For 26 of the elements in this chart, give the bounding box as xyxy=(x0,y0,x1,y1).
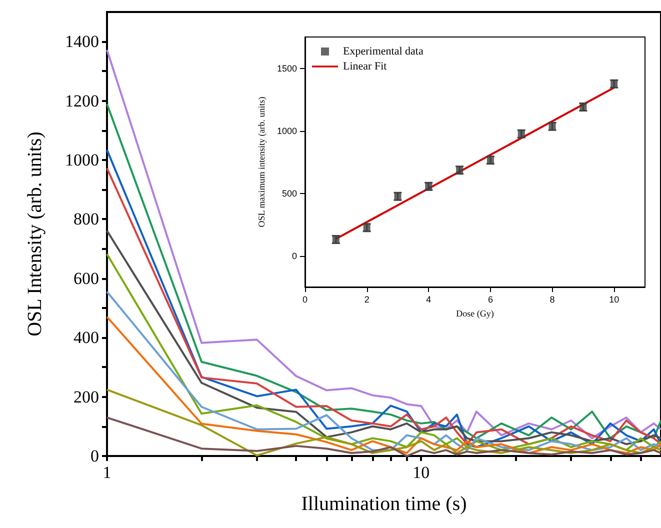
y-tick-label: 400 xyxy=(74,328,99,348)
x-tick-label: 10 xyxy=(609,294,620,304)
x-tick-label: 6 xyxy=(488,294,493,304)
x-tick-label: 4 xyxy=(426,294,432,304)
x-axis-title: Illumination time (s) xyxy=(301,493,467,515)
x-tick-label: 1 xyxy=(102,463,112,482)
y-tick-label: 800 xyxy=(74,210,99,229)
legend-label: Experimental data xyxy=(343,46,424,58)
y-tick-label: 0 xyxy=(292,250,297,261)
y-tick-label: 200 xyxy=(74,387,99,406)
x-tick-label: 10 xyxy=(412,463,430,482)
y-tick-label: 1000 xyxy=(65,150,99,170)
y-tick-label: 600 xyxy=(74,268,99,288)
y-tick-label: 0 xyxy=(90,446,99,466)
x-tick-label: 2 xyxy=(364,294,370,304)
y-tick-label: 500 xyxy=(282,188,297,198)
y-axis-title: OSL Intensity (arb. units) xyxy=(24,132,46,336)
x-tick-label: 0 xyxy=(302,294,308,304)
y-tick-label: 1500 xyxy=(276,63,297,74)
x-tick-label: 8 xyxy=(550,294,555,304)
legend-label: Linear Fit xyxy=(343,60,387,72)
x-axis-title: Dose (Gy) xyxy=(456,308,494,318)
y-axis-title: OSL maximum intensity (arb. units) xyxy=(256,96,267,228)
y-tick-label: 1400 xyxy=(65,32,99,52)
y-tick-label: 1000 xyxy=(276,126,297,136)
y-tick-label: 1200 xyxy=(65,91,99,110)
